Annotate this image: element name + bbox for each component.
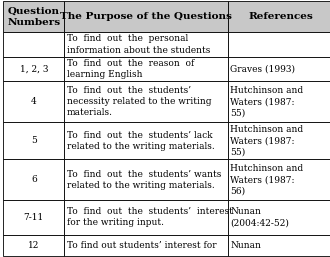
Bar — [64, 160, 228, 200]
Text: To  find  out  the  reason  of
learning English: To find out the reason of learning Engli… — [67, 59, 194, 79]
Bar — [228, 160, 330, 200]
Bar — [3, 160, 64, 200]
Text: 4: 4 — [31, 97, 37, 106]
Text: 12: 12 — [28, 241, 40, 250]
Text: To  find  out  the  students’  interest
for the writing input.: To find out the students’ interest for t… — [67, 207, 233, 227]
Bar — [228, 81, 330, 122]
Text: The Purpose of the Questions: The Purpose of the Questions — [60, 12, 232, 21]
Bar — [228, 234, 330, 256]
Text: Question
Numbers: Question Numbers — [7, 7, 60, 27]
Bar — [3, 122, 64, 160]
Bar — [3, 200, 64, 234]
Bar — [64, 122, 228, 160]
Text: To  find  out  the  students’ wants
related to the writing materials.: To find out the students’ wants related … — [67, 170, 221, 190]
Text: To find out students’ interest for: To find out students’ interest for — [67, 241, 216, 250]
Bar — [228, 200, 330, 234]
Text: To  find  out  the  personal
information about the students: To find out the personal information abo… — [67, 34, 210, 54]
Bar — [3, 234, 64, 256]
Bar — [64, 81, 228, 122]
Bar — [228, 57, 330, 81]
Text: To  find  out  the  students’
necessity related to the writing
materials.: To find out the students’ necessity rela… — [67, 86, 212, 117]
Bar — [228, 1, 330, 32]
Bar — [64, 1, 228, 32]
Text: Hutchinson and
Waters (1987:
56): Hutchinson and Waters (1987: 56) — [230, 164, 304, 196]
Bar — [64, 200, 228, 234]
Bar — [3, 81, 64, 122]
Text: Nunan: Nunan — [230, 241, 261, 250]
Text: References: References — [248, 12, 313, 21]
Bar — [228, 122, 330, 160]
Text: To  find  out  the  students’ lack
related to the writing materials.: To find out the students’ lack related t… — [67, 131, 215, 151]
Text: 6: 6 — [31, 175, 37, 184]
Text: Hutchinson and
Waters (1987:
55): Hutchinson and Waters (1987: 55) — [230, 86, 304, 117]
Text: 5: 5 — [31, 136, 37, 145]
Bar — [228, 32, 330, 57]
Text: 7-11: 7-11 — [24, 213, 44, 222]
Bar — [3, 32, 64, 57]
Text: Graves (1993): Graves (1993) — [230, 65, 295, 74]
Bar — [64, 234, 228, 256]
Bar — [3, 57, 64, 81]
Bar — [64, 57, 228, 81]
Text: Nunan
(2004:42-52): Nunan (2004:42-52) — [230, 207, 289, 227]
Bar — [64, 32, 228, 57]
Bar — [3, 1, 64, 32]
Text: 1, 2, 3: 1, 2, 3 — [19, 65, 48, 74]
Text: Hutchinson and
Waters (1987:
55): Hutchinson and Waters (1987: 55) — [230, 125, 304, 156]
